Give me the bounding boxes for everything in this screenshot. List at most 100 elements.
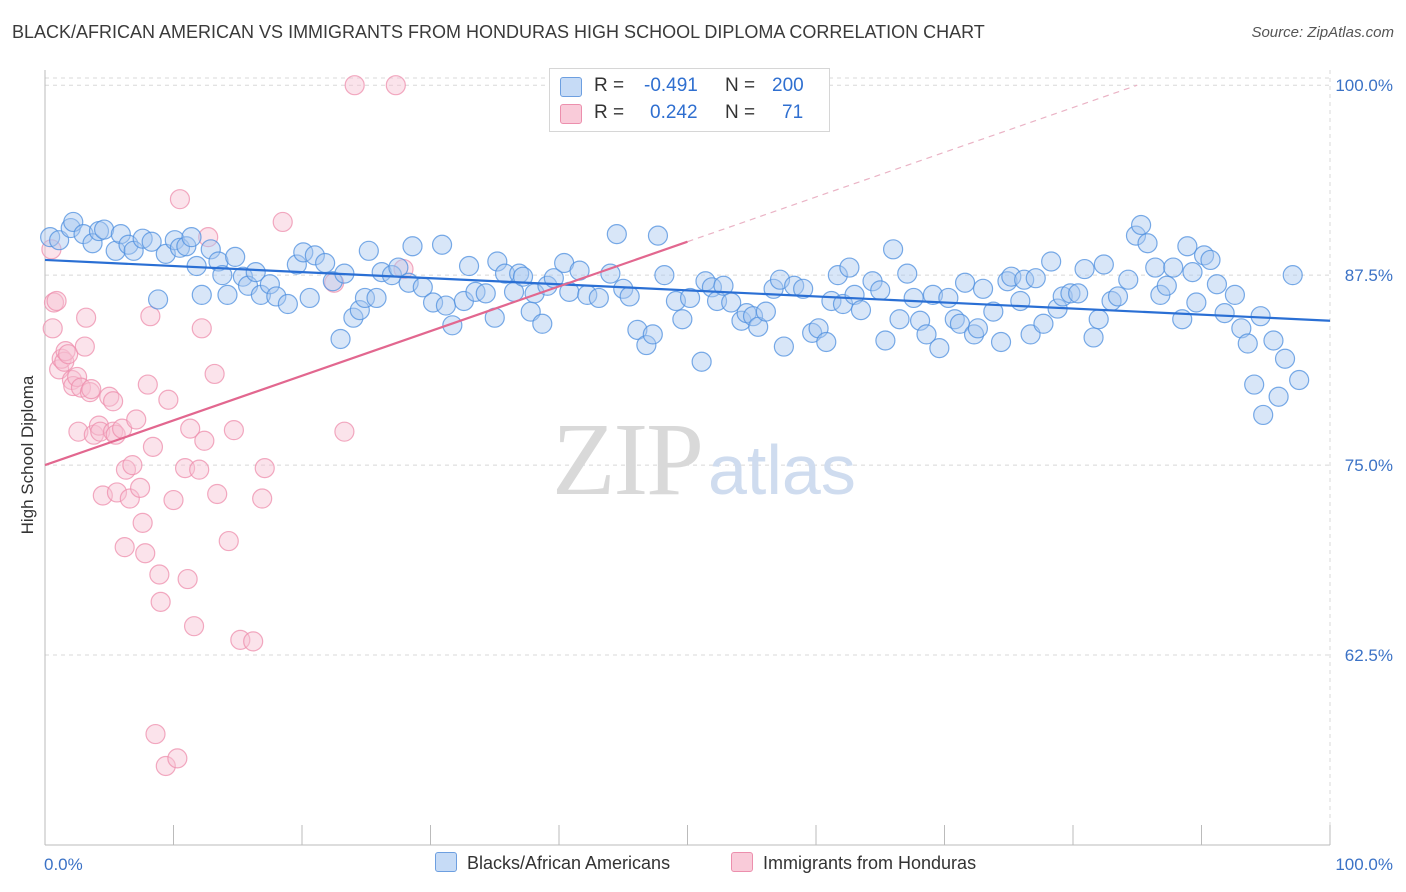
blacks-data-point — [897, 263, 918, 284]
blacks-data-point — [875, 330, 896, 351]
legend-n-label: N = — [725, 75, 756, 96]
blacks-data-point — [402, 236, 423, 257]
blacks-data-point — [1156, 275, 1177, 296]
blacks-data-point — [1088, 309, 1109, 330]
y-tick-label: 87.5% — [1345, 266, 1393, 285]
series-immigrants-from-honduras — [41, 75, 414, 777]
blacks-data-point — [1274, 348, 1296, 369]
blacks-data-point — [773, 336, 794, 357]
honduras-data-point — [252, 488, 273, 509]
honduras-data-point — [158, 389, 179, 410]
blacks-data-point — [647, 225, 669, 246]
bottom-legend-honduras: Immigrants from Honduras — [731, 852, 976, 876]
honduras-data-point — [334, 421, 355, 442]
blacks-data-point — [600, 263, 621, 284]
honduras-data-point — [272, 211, 293, 233]
honduras-data-point — [74, 336, 95, 357]
honduras-data-point — [114, 537, 135, 558]
x-tick-label: 100.0% — [1335, 855, 1393, 874]
blacks-data-point — [1231, 318, 1252, 339]
y-tick-label: 62.5% — [1345, 646, 1393, 665]
blacks-data-point — [619, 286, 640, 307]
blacks-data-point — [1177, 236, 1198, 257]
legend-n-value: 71 — [782, 102, 804, 123]
honduras-data-point — [140, 306, 161, 327]
honduras-data-point — [155, 755, 176, 777]
blacks-data-point — [532, 313, 553, 334]
blacks-data-point — [1074, 258, 1095, 280]
blacks-data-point — [277, 293, 298, 315]
blacks-data-point — [442, 315, 463, 336]
blacks-data-point — [793, 278, 814, 299]
blacks-data-point — [82, 233, 103, 254]
legend-n-value: 200 — [772, 75, 804, 96]
blacks-data-point — [1163, 257, 1184, 278]
blacks-data-point — [983, 301, 1004, 322]
blacks-data-point — [654, 265, 675, 286]
blacks-data-point — [713, 275, 734, 296]
blacks-data-point — [1125, 225, 1147, 246]
honduras-data-point — [132, 512, 153, 533]
blacks-data-point — [105, 240, 126, 261]
honduras-data-point — [191, 318, 212, 339]
blacks-data-point — [1025, 268, 1046, 289]
honduras-data-point — [67, 366, 88, 388]
bottom-legend-swatch-pink — [731, 852, 753, 872]
honduras-data-point — [223, 420, 244, 441]
blacks-data-point — [1224, 284, 1246, 306]
honduras-data-point — [126, 409, 147, 430]
blacks-data-point — [349, 299, 370, 321]
blacks-data-point — [1041, 251, 1062, 272]
honduras-data-point — [76, 307, 97, 328]
blacks-data-point — [354, 287, 376, 309]
blacks-data-point — [217, 284, 238, 306]
blacks-data-point — [691, 351, 712, 372]
trend-lines — [44, 84, 1331, 467]
blacks-data-point — [627, 319, 648, 340]
gridlines — [45, 70, 1331, 845]
blacks-data-point — [431, 234, 453, 255]
axes — [44, 70, 1331, 846]
honduras-data-point — [230, 629, 251, 650]
honduras-data-point — [198, 227, 219, 248]
honduras-data-point — [194, 430, 215, 451]
blacks-data-point — [299, 287, 320, 309]
blacks-data-point — [1214, 303, 1235, 324]
blacks-data-point — [225, 246, 246, 268]
blacks-data-point — [191, 284, 212, 306]
blacks-data-point — [1068, 283, 1089, 304]
honduras-data-point — [204, 363, 225, 385]
blacks-data-point — [636, 334, 657, 356]
blacks-data-point — [1145, 257, 1166, 278]
honduras-data-point — [218, 530, 239, 552]
blacks-data-point — [304, 245, 325, 266]
y-tick-label: 75.0% — [1345, 456, 1393, 475]
legend-r-value: -0.491 — [644, 75, 698, 96]
blacks-data-point — [938, 287, 959, 309]
blacks-data-point — [94, 219, 115, 240]
blacks-trend-line — [44, 258, 1331, 322]
blacks-data-point — [816, 331, 837, 353]
blacks-data-point — [844, 284, 865, 306]
honduras-data-point — [183, 616, 205, 637]
blacks-data-point — [963, 324, 985, 345]
blacks-data-point — [679, 287, 701, 309]
honduras-data-point — [344, 75, 365, 96]
honduras-data-point — [106, 482, 128, 503]
blacks-data-point — [1083, 327, 1104, 348]
blacks-data-point — [181, 227, 202, 248]
blacks-data-point — [141, 231, 162, 252]
honduras-data-point — [119, 488, 140, 509]
honduras-data-point — [189, 459, 210, 480]
blacks-data-point — [1263, 330, 1284, 351]
blacks-data-point — [1200, 249, 1221, 271]
blacks-data-point — [870, 280, 891, 301]
blacks-data-point — [286, 254, 307, 275]
correlation-legend: R = -0.491 N = 200 R = 0.242 N = 71 — [549, 68, 830, 132]
blacks-data-point — [293, 242, 314, 263]
blacks-data-point — [110, 224, 131, 245]
blacks-data-point — [1137, 233, 1158, 254]
legend-swatch-blue — [560, 77, 582, 97]
blacks-data-point — [850, 299, 872, 321]
